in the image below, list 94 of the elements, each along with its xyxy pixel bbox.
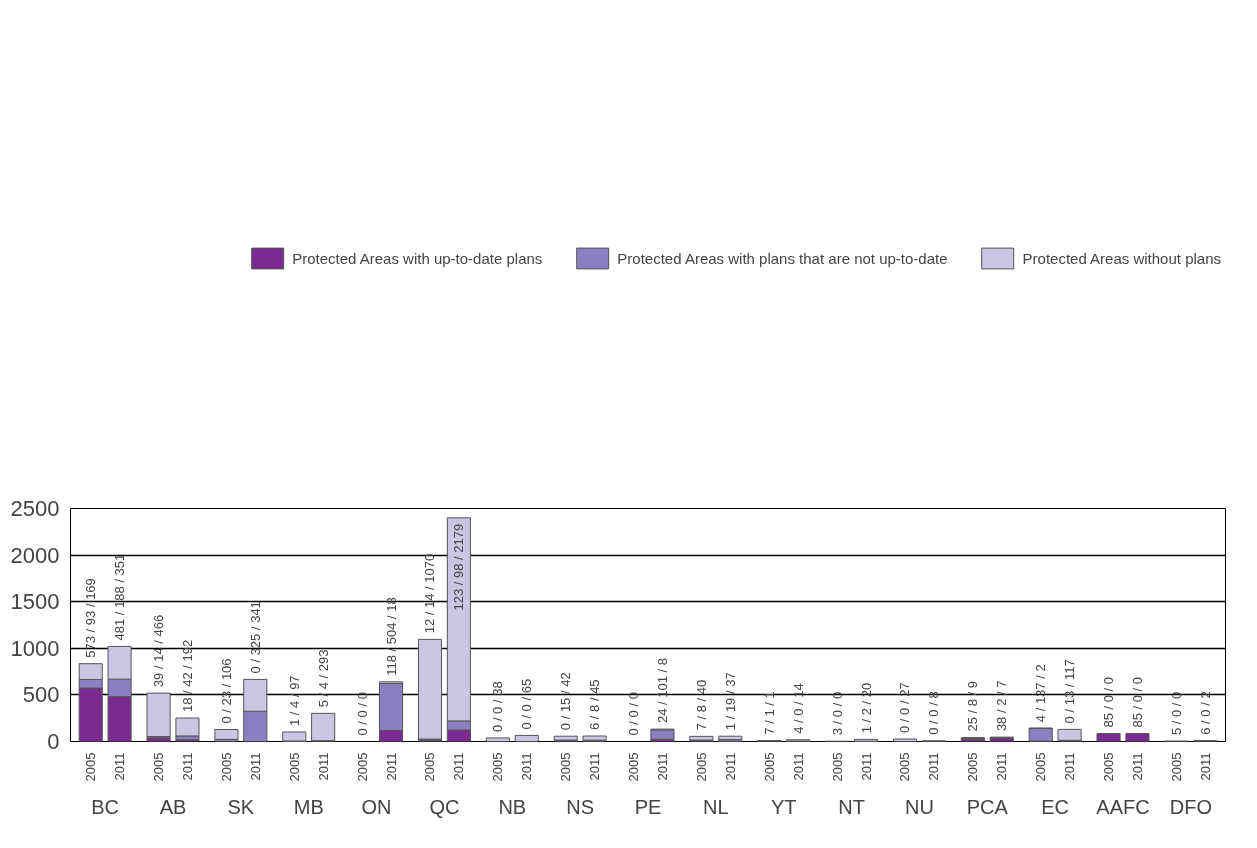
text: AB — [159, 795, 187, 818]
text: 0 / 0 / 8 — [926, 691, 942, 735]
text: QC — [429, 795, 460, 818]
x-tick-label: 2011 — [1062, 752, 1078, 781]
text: NT — [838, 795, 865, 818]
x-tick-label: 2005 — [626, 752, 642, 782]
text: EC — [1041, 795, 1070, 818]
text: 0 / 325 / 341 — [247, 601, 263, 674]
x-tick-label: 2011 — [994, 752, 1010, 781]
x-tick-label: 2005 — [1168, 752, 1184, 782]
x-tick-label: 2005 — [897, 752, 913, 782]
y-tick-label: 500 — [22, 682, 60, 708]
text: 3 / 0 / 0 — [829, 691, 845, 736]
legend-label: Protected Areas with plans that are not up-to-date — [617, 249, 948, 267]
text: 6 / 0 / 2 — [1197, 691, 1213, 735]
x-tick-label: 2005 — [151, 752, 167, 782]
x-tick-label: 2005 — [693, 752, 709, 782]
text: NU — [904, 795, 934, 818]
legend-label: Protected Areas without plans — [1022, 249, 1221, 267]
x-tick-label: 2005 — [286, 752, 302, 782]
text: 1 / 2 / 20 — [858, 682, 874, 734]
x-tick-label: 2005 — [490, 752, 506, 782]
text: MB — [293, 795, 324, 818]
text: 18 / 42 / 192 — [179, 639, 195, 713]
x-tick-label: 2005 — [354, 752, 370, 782]
text: 7 / 8 / 40 — [693, 679, 709, 731]
text: 12 / 14 / 1070 — [422, 553, 438, 634]
text: 0 / 0 / 38 — [490, 681, 506, 732]
legend-label: Protected Areas with up-to-date plans — [292, 249, 543, 267]
y-tick-label: 1000 — [10, 635, 60, 661]
text: 1 / 19 / 37 — [722, 672, 738, 731]
text: SK — [227, 795, 255, 818]
y-tick-label: 0 — [47, 729, 60, 754]
x-tick-label: 2011 — [1129, 752, 1145, 781]
text: 4 / 137 / 2 — [1033, 664, 1049, 723]
x-tick-label: 2005 — [965, 752, 981, 782]
x-tick-label: 2005 — [1101, 752, 1117, 782]
x-tick-label: 2011 — [179, 752, 195, 781]
x-tick-label: 2011 — [790, 752, 806, 781]
x-tick-label: 2005 — [761, 752, 777, 782]
x-tick-label: 2005 — [1033, 752, 1049, 782]
x-tick-label: 2005 — [422, 752, 438, 782]
text: DFO — [1169, 795, 1212, 818]
x-tick-label: 2011 — [247, 752, 263, 781]
text: 0 / 0 / 27 — [897, 682, 913, 733]
text: 85 / 0 / 0 — [1129, 676, 1145, 728]
text: 25 / 8 / 9 — [965, 680, 981, 732]
x-tick-label: 2005 — [558, 752, 574, 782]
x-tick-label: 2011 — [451, 752, 467, 781]
x-tick-label: 2005 — [218, 752, 234, 782]
text: 1 / 4 / 97 — [286, 675, 302, 726]
x-tick-label: 2011 — [722, 752, 738, 781]
x-tick-label: 2011 — [1197, 752, 1213, 781]
text: 39 / 14 / 466 — [151, 614, 167, 688]
text: 0 / 0 / 0 — [354, 692, 370, 736]
text: 5 / 0 / 0 — [1168, 691, 1184, 736]
text: 38 / 2 / 7 — [994, 680, 1010, 732]
x-tick-label: 2011 — [654, 752, 670, 781]
y-tick-label: 1500 — [10, 589, 60, 615]
text: AAFC — [1096, 795, 1150, 818]
x-tick-label: 2005 — [829, 752, 845, 782]
text: 0 / 0 / 65 — [519, 678, 535, 730]
x-tick-label: 2011 — [383, 752, 399, 781]
x-tick-label: 2011 — [315, 752, 331, 781]
x-tick-label: 2011 — [587, 752, 603, 781]
text: 24 / 101 / 8 — [654, 658, 670, 724]
text: YT — [770, 795, 797, 818]
y-tick-label: 2000 — [10, 542, 60, 568]
text: NL — [703, 795, 729, 818]
text: 7 / 1 / 1 — [761, 691, 777, 735]
text: 0 / 15 / 42 — [558, 672, 574, 731]
text: PE — [634, 795, 662, 818]
text: 118 / 504 / 18 — [383, 597, 399, 676]
text: 4 / 0 / 14 — [790, 683, 806, 734]
text: 85 / 0 / 0 — [1101, 676, 1117, 728]
text: 6 / 8 / 45 — [587, 679, 603, 730]
x-tick-label: 2005 — [83, 752, 99, 782]
text: BC — [91, 795, 120, 818]
text: 573 / 93 / 169 — [83, 578, 99, 658]
text: 481 / 188 / 351 — [112, 553, 128, 641]
text: 0 / 23 / 106 — [218, 658, 234, 724]
text: 5 / 4 / 293 — [315, 649, 331, 708]
text: PCA — [966, 795, 1009, 818]
text: 123 / 98 / 2179 — [451, 523, 467, 611]
x-tick-label: 2011 — [858, 752, 874, 781]
text: ON — [361, 795, 392, 818]
text: 0 / 0 / 0 — [626, 692, 642, 736]
x-tick-label: 2011 — [112, 752, 128, 781]
text: NB — [498, 795, 527, 818]
text: NS — [566, 795, 595, 818]
x-tick-label: 2011 — [519, 752, 535, 781]
y-tick-label: 2500 — [10, 496, 60, 521]
text: 0 / 13 / 117 — [1062, 659, 1078, 724]
x-tick-label: 2011 — [926, 752, 942, 781]
